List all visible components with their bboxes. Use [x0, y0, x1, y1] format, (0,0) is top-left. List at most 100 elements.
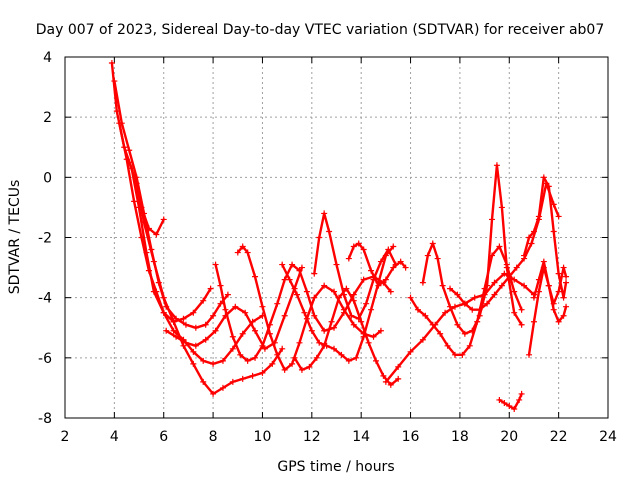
- x-tick-label: 18: [451, 429, 469, 445]
- data-point: [259, 342, 266, 349]
- data-series: [108, 60, 570, 412]
- data-point: [210, 390, 217, 397]
- data-point: [496, 243, 503, 250]
- data-point: [311, 294, 318, 301]
- data-point: [244, 357, 251, 364]
- data-point: [331, 288, 338, 295]
- data-point: [447, 285, 454, 292]
- series-track-3: [116, 120, 266, 367]
- data-point: [563, 279, 570, 286]
- data-point: [501, 270, 508, 277]
- data-point: [153, 231, 160, 238]
- data-point: [261, 345, 268, 352]
- data-point: [279, 261, 286, 268]
- data-point: [555, 270, 562, 277]
- data-point: [429, 321, 436, 328]
- data-point: [153, 288, 160, 295]
- data-point: [217, 300, 224, 307]
- y-tick-label: 2: [43, 110, 52, 126]
- data-point: [173, 315, 180, 322]
- data-point: [266, 330, 273, 337]
- data-point: [252, 354, 259, 361]
- data-point: [476, 306, 483, 313]
- data-point: [289, 360, 296, 367]
- data-point: [160, 294, 167, 301]
- data-point: [340, 306, 347, 313]
- data-point: [294, 291, 301, 298]
- data-point: [200, 378, 207, 385]
- data-point: [442, 309, 449, 316]
- data-point: [469, 306, 476, 313]
- data-point: [269, 360, 276, 367]
- data-point: [424, 252, 431, 259]
- series-trace: [118, 122, 264, 366]
- data-point: [286, 276, 293, 283]
- data-point: [281, 366, 288, 373]
- data-point: [301, 309, 308, 316]
- data-point: [471, 294, 478, 301]
- data-point: [484, 282, 491, 289]
- x-tick-label: 20: [500, 429, 518, 445]
- data-point: [535, 213, 542, 220]
- data-point: [298, 366, 305, 373]
- data-point: [239, 330, 246, 337]
- data-point: [232, 303, 239, 310]
- y-tick-label: -6: [38, 351, 52, 367]
- data-point: [108, 60, 115, 67]
- data-point: [296, 339, 303, 346]
- data-point: [493, 162, 500, 169]
- data-point: [138, 204, 145, 211]
- data-point: [331, 345, 338, 352]
- data-point: [190, 309, 197, 316]
- data-point: [491, 279, 498, 286]
- data-point: [353, 354, 360, 361]
- data-point: [530, 228, 537, 235]
- y-tick-label: -4: [38, 291, 52, 307]
- data-point: [229, 345, 236, 352]
- data-point: [316, 339, 323, 346]
- data-point: [382, 378, 389, 385]
- data-point: [150, 258, 157, 265]
- data-point: [335, 294, 342, 301]
- series-trace: [498, 392, 523, 411]
- data-point: [540, 258, 547, 265]
- data-point: [385, 246, 392, 253]
- data-point: [380, 372, 387, 379]
- data-point: [222, 306, 229, 313]
- data-point: [321, 327, 328, 334]
- x-tick-label: 24: [599, 429, 617, 445]
- data-point: [535, 288, 542, 295]
- plot-frame: [64, 56, 609, 419]
- data-point: [170, 318, 177, 325]
- data-point: [308, 327, 315, 334]
- data-point: [444, 342, 451, 349]
- series-track-15: [419, 162, 525, 337]
- data-point: [279, 345, 286, 352]
- data-point: [429, 240, 436, 247]
- data-point: [370, 333, 377, 340]
- data-point: [439, 282, 446, 289]
- y-tick-label: 0: [43, 170, 52, 186]
- data-point: [274, 351, 281, 358]
- data-point: [210, 360, 217, 367]
- data-point: [224, 291, 231, 298]
- data-point: [274, 300, 281, 307]
- data-point: [506, 402, 513, 409]
- data-point: [511, 405, 518, 412]
- data-point: [237, 351, 244, 358]
- data-point: [513, 264, 520, 271]
- series-track-10: [291, 285, 402, 388]
- data-point: [407, 294, 414, 301]
- data-point: [207, 285, 214, 292]
- data-point: [182, 321, 189, 328]
- data-point: [123, 156, 130, 163]
- data-point: [434, 255, 441, 262]
- data-point: [170, 327, 177, 334]
- x-tick-label: 12: [303, 429, 321, 445]
- data-point: [491, 291, 498, 298]
- data-point: [530, 318, 537, 325]
- data-point: [350, 297, 357, 304]
- data-point: [447, 303, 454, 310]
- data-point: [259, 303, 266, 310]
